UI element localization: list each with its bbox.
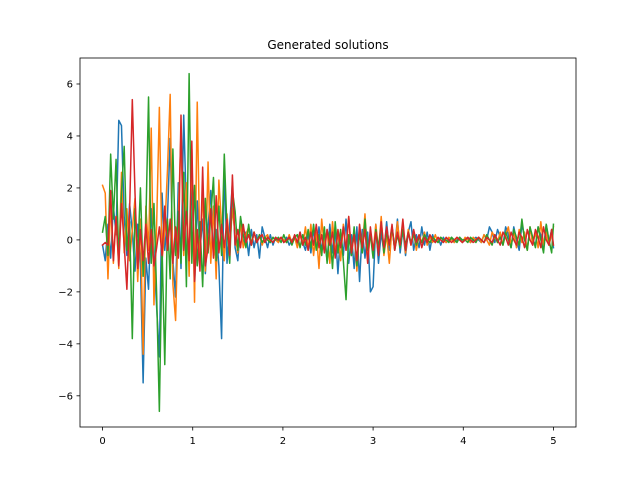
- y-tick-label: −4: [58, 339, 73, 350]
- y-tick-label: 0: [67, 235, 73, 246]
- y-tick-label: 6: [67, 79, 73, 90]
- x-tick-label: 4: [460, 436, 466, 447]
- x-tick-label: 1: [190, 436, 196, 447]
- y-tick-label: −2: [58, 287, 73, 298]
- series-layer: [101, 72, 555, 413]
- axes-frame: [79, 57, 577, 428]
- x-tick-label: 0: [99, 436, 105, 447]
- x-tick-label: 2: [280, 436, 286, 447]
- chart-title: Generated solutions: [267, 38, 388, 52]
- x-tick-label: 3: [370, 436, 376, 447]
- y-tick-label: 2: [67, 183, 73, 194]
- y-tick-label: −6: [58, 391, 73, 402]
- x-tick-label: 5: [550, 436, 556, 447]
- series-line-4: [101, 98, 555, 291]
- y-tick-label: 4: [67, 131, 73, 142]
- axes-layer: 0 1 2 3 4 5 −6 −4 −2 0 2 4 6: [58, 57, 577, 447]
